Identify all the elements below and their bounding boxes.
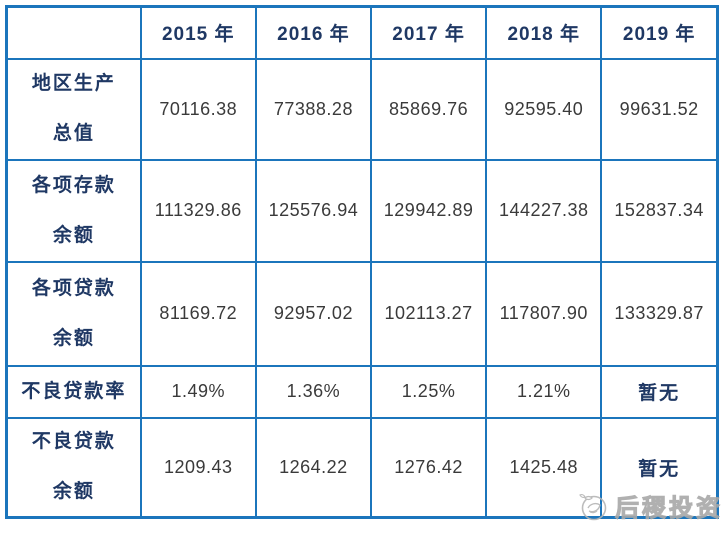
cell-gdp-2019: 99631.52 [600, 57, 719, 161]
cell-gdp-2015: 70116.38 [139, 57, 257, 161]
cell-gdp-2017: 85869.76 [369, 57, 488, 161]
table-row-gdp: 地区生产 总值 70116.38 77388.28 85869.76 92595… [5, 57, 719, 161]
row-label-line1: 各项贷款 [31, 277, 116, 299]
table-row-npl-ratio: 不良贷款率 1.49% 1.36% 1.25% 1.21% 暂无 [5, 364, 719, 419]
row-label-line1: 不良贷款率 [21, 380, 127, 402]
cell-loans-2017: 102113.27 [369, 260, 488, 367]
row-label-line2: 总值 [52, 123, 95, 144]
cell-gdp-2018: 92595.40 [485, 57, 603, 161]
cell-deposits-2016: 125576.94 [254, 158, 373, 263]
cell-npl-ratio-2017: 1.25% [369, 364, 488, 419]
header-row: 2015 年 2016 年 2017 年 2018 年 2019 年 [5, 5, 719, 60]
year-header-2018: 2018 年 [485, 5, 603, 60]
cell-loans-2015: 81169.72 [139, 260, 257, 367]
cell-loans-2016: 92957.02 [254, 260, 373, 367]
cell-npl-ratio-2015: 1.49% [139, 364, 257, 419]
row-label-line1: 各项存款 [31, 174, 116, 196]
cell-deposits-2018: 144227.38 [485, 158, 603, 263]
corner-cell [5, 5, 142, 60]
row-label-loans: 各项贷款 余额 [5, 260, 142, 367]
row-label-gdp: 地区生产 总值 [5, 57, 142, 161]
cell-npl-balance-2016: 1264.22 [254, 416, 373, 519]
cell-deposits-2015: 111329.86 [139, 158, 257, 263]
cell-npl-ratio-2016: 1.36% [254, 364, 373, 419]
cell-npl-balance-2015: 1209.43 [139, 416, 257, 519]
year-header-2015: 2015 年 [139, 5, 257, 60]
cell-npl-balance-2017: 1276.42 [369, 416, 488, 519]
cell-deposits-2017: 129942.89 [369, 158, 488, 263]
row-label-line2: 余额 [52, 481, 95, 503]
cell-npl-ratio-2019: 暂无 [600, 364, 719, 419]
year-header-2017: 2017 年 [369, 5, 488, 60]
table-row-npl-balance: 不良贷款 余额 1209.43 1264.22 1276.42 1425.48 … [5, 416, 719, 519]
row-label-line2: 余额 [52, 224, 95, 246]
cell-deposits-2019: 152837.34 [600, 158, 719, 263]
row-label-line2: 余额 [52, 327, 95, 349]
financial-data-table: 2015 年 2016 年 2017 年 2018 年 2019 年 地区生产 … [5, 5, 719, 519]
row-label-npl-balance: 不良贷款 余额 [5, 416, 142, 519]
row-label-line1: 地区生产 [31, 73, 116, 94]
cell-npl-balance-2018: 1425.48 [485, 416, 603, 519]
row-label-npl-ratio: 不良贷款率 [5, 364, 142, 419]
row-label-line1: 不良贷款 [31, 431, 116, 453]
cell-gdp-2016: 77388.28 [254, 57, 373, 161]
cell-npl-ratio-2018: 1.21% [485, 364, 603, 419]
year-header-2016: 2016 年 [254, 5, 373, 60]
table-row-loans: 各项贷款 余额 81169.72 92957.02 102113.27 1178… [5, 260, 719, 367]
cell-loans-2019: 133329.87 [600, 260, 719, 367]
year-header-2019: 2019 年 [600, 5, 719, 60]
cell-loans-2018: 117807.90 [485, 260, 603, 367]
row-label-deposits: 各项存款 余额 [5, 158, 142, 263]
cell-npl-balance-2019: 暂无 [600, 416, 719, 519]
table-row-deposits: 各项存款 余额 111329.86 125576.94 129942.89 14… [5, 158, 719, 263]
